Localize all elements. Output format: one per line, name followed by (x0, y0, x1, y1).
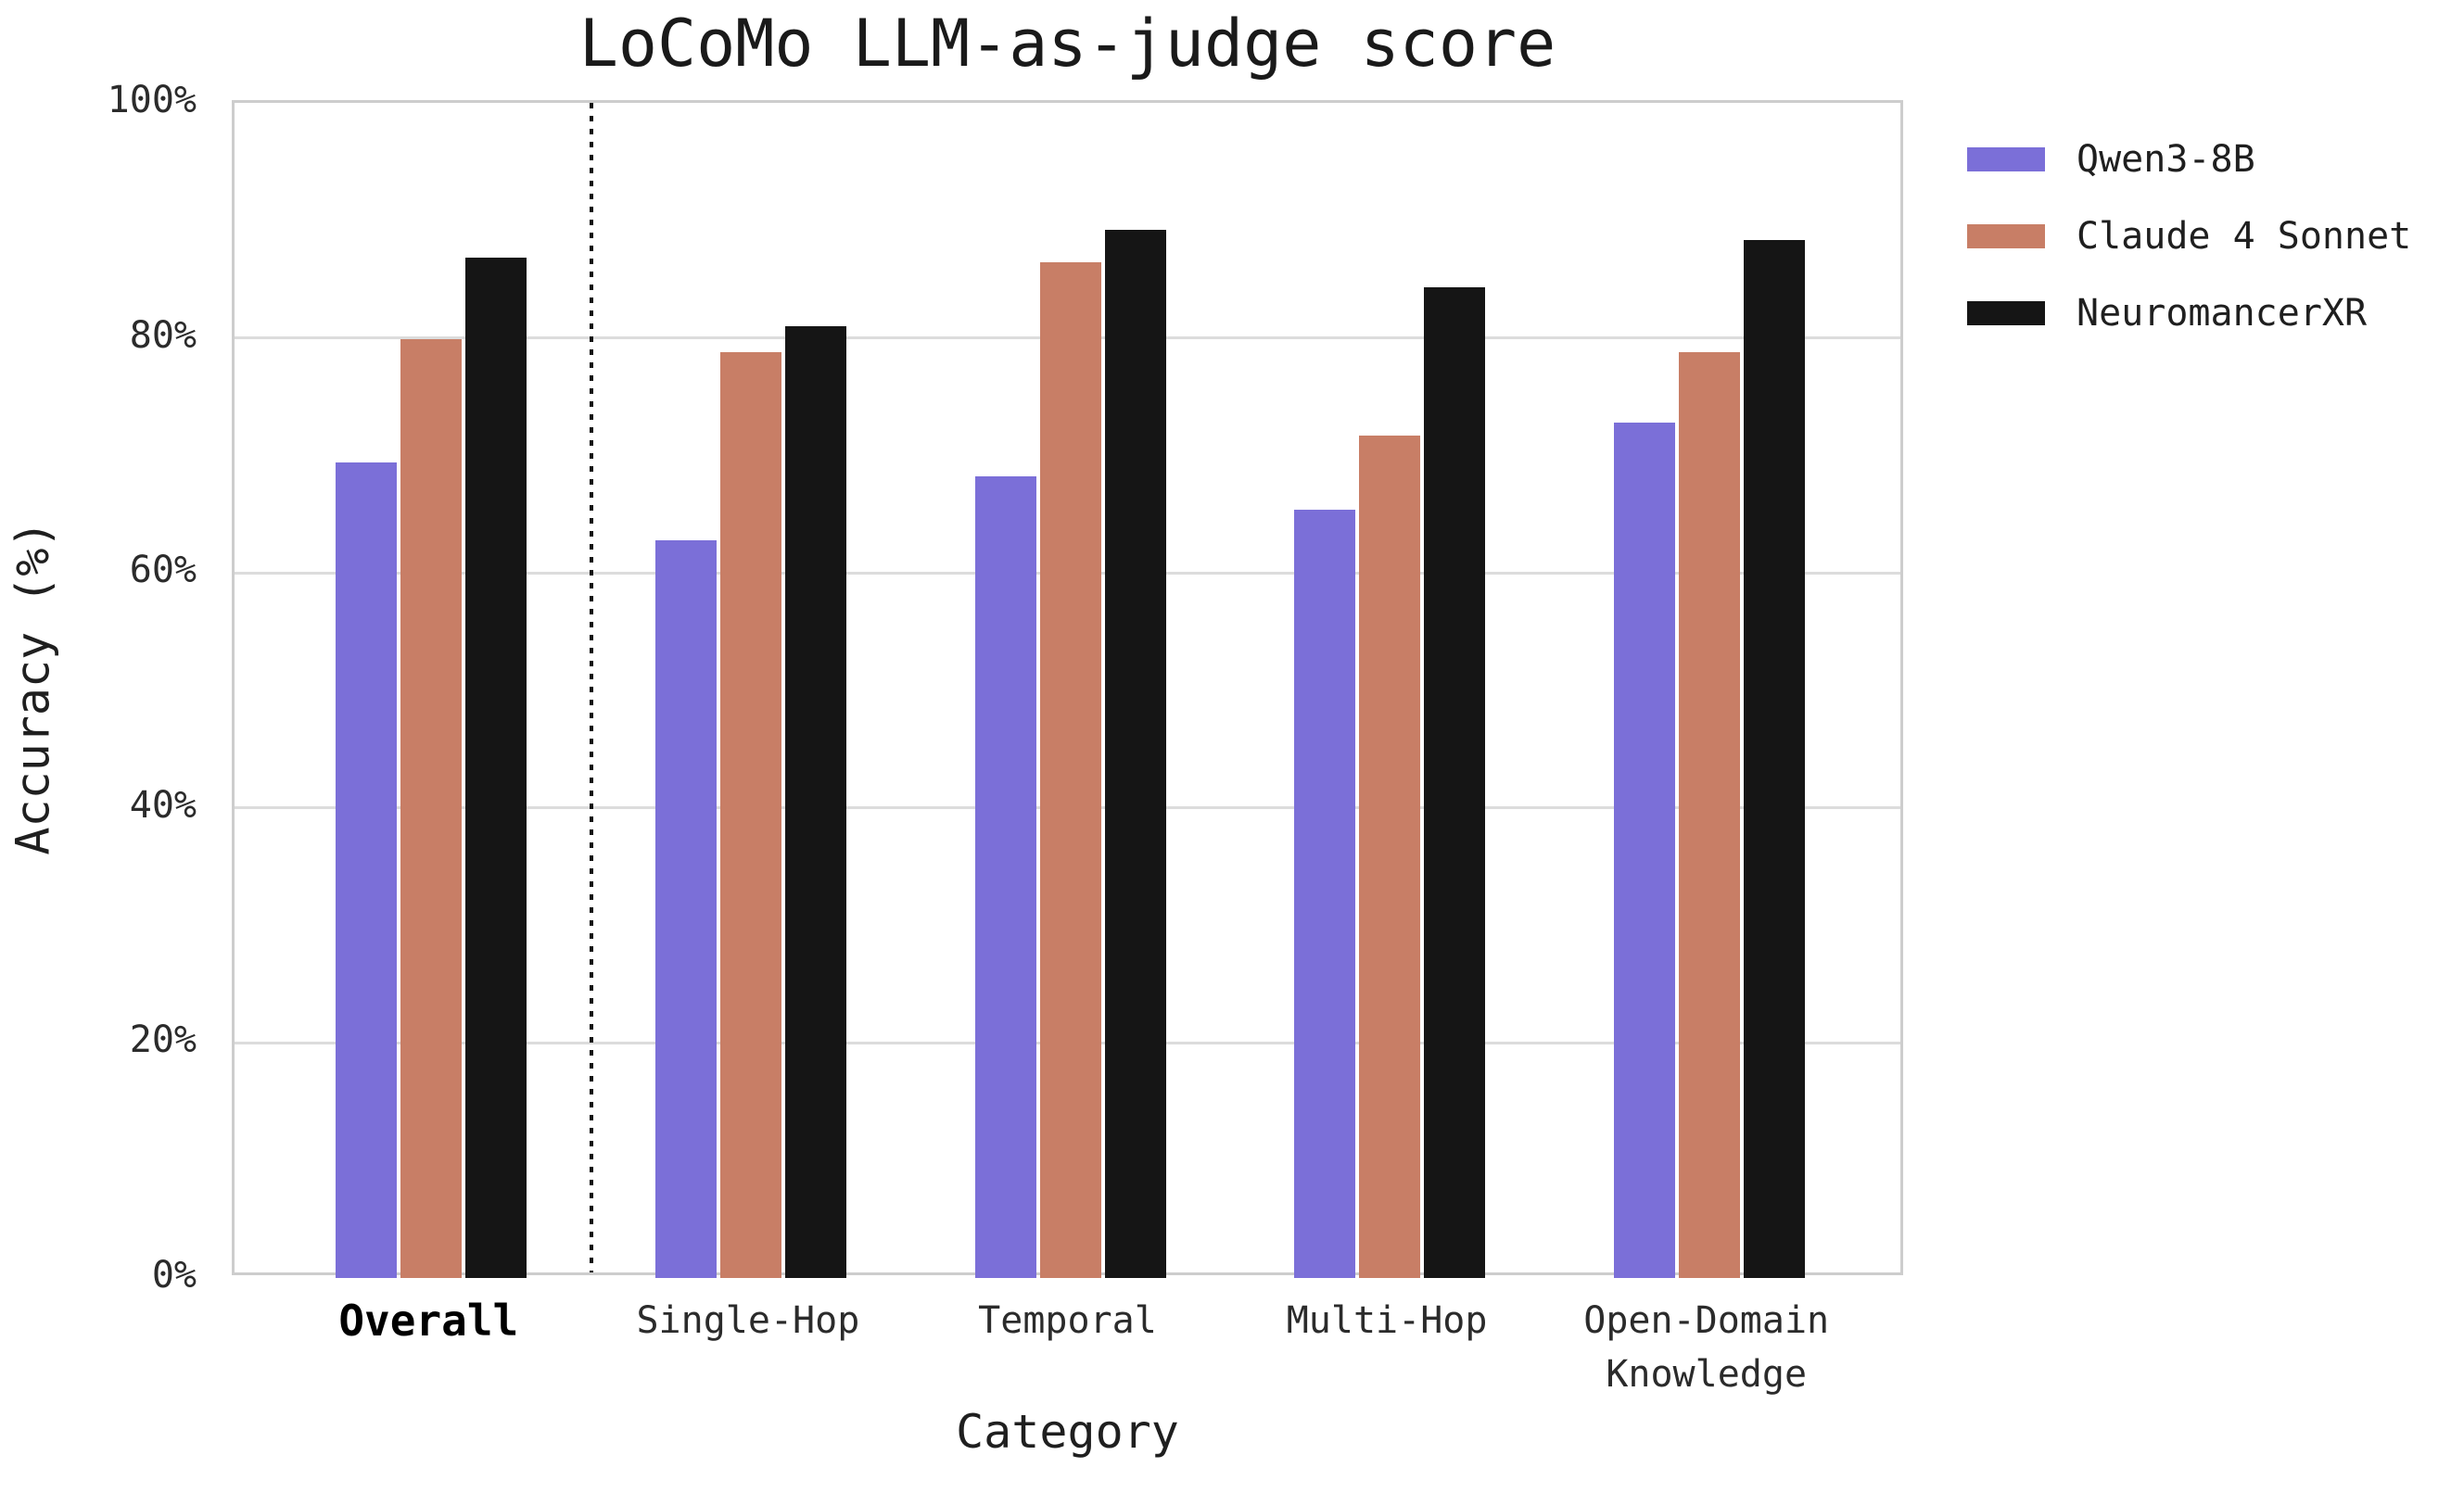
bar-qwen3-8b-multi-hop (1294, 509, 1356, 1278)
bar-claude-4-sonnet-overall (400, 338, 463, 1278)
chart-title: LoCoMo LLM-as-judge score (578, 6, 1556, 82)
y-tick-60: 60% (129, 549, 197, 592)
bar-qwen3-8b-open-domain-knowledge (1613, 422, 1675, 1278)
bar-neuromancerxr-multi-hop (1424, 287, 1486, 1278)
y-tick-40: 40% (129, 783, 197, 827)
y-tick-100: 100% (107, 79, 197, 121)
x-axis-label: Category (956, 1405, 1179, 1459)
bar-qwen3-8b-overall (336, 462, 398, 1278)
x-tick-overall: Overall (338, 1296, 519, 1346)
overall-divider-line (589, 103, 593, 1272)
bar-neuromancerxr-temporal (1104, 229, 1166, 1278)
legend-label-claude-4-sonnet: Claude 4 Sonnet (2077, 215, 2412, 258)
legend: Qwen3-8B Claude 4 Sonnet NeuromancerXR (1967, 139, 2411, 370)
x-tick-temporal: Temporal (978, 1299, 1157, 1342)
bar-qwen3-8b-temporal (974, 476, 1036, 1278)
x-tick-open-domain-knowledge: Open-Domain Knowledge (1583, 1299, 1830, 1396)
legend-item-qwen3-8b: Qwen3-8B (1967, 139, 2411, 180)
legend-swatch-neuromancerxr (1967, 301, 2045, 325)
bar-qwen3-8b-single-hop (654, 539, 717, 1278)
legend-swatch-qwen3-8b (1967, 147, 2045, 171)
bar-claude-4-sonnet-open-domain-knowledge (1678, 351, 1740, 1278)
y-tick-0: 0% (151, 1254, 197, 1297)
bar-neuromancerxr-single-hop (784, 325, 846, 1278)
plot-area (232, 100, 1903, 1278)
y-tick-20: 20% (129, 1019, 197, 1062)
legend-swatch-claude-4-sonnet (1967, 224, 2045, 248)
x-tick-multi-hop: Multi-Hop (1286, 1299, 1488, 1342)
x-tick-single-hop: Single-Hop (636, 1299, 860, 1342)
legend-label-neuromancerxr: NeuromancerXR (2077, 292, 2368, 335)
legend-item-neuromancerxr: NeuromancerXR (1967, 293, 2411, 334)
legend-label-qwen3-8b: Qwen3-8B (2077, 138, 2255, 181)
y-tick-80: 80% (129, 313, 197, 357)
bar-claude-4-sonnet-temporal (1039, 262, 1101, 1278)
bar-claude-4-sonnet-multi-hop (1359, 435, 1421, 1278)
bar-neuromancerxr-overall (465, 258, 527, 1278)
legend-item-claude-4-sonnet: Claude 4 Sonnet (1967, 216, 2411, 257)
bar-neuromancerxr-open-domain-knowledge (1743, 240, 1805, 1278)
y-axis-label: Accuracy (%) (4, 100, 63, 1275)
bar-claude-4-sonnet-single-hop (719, 351, 781, 1278)
